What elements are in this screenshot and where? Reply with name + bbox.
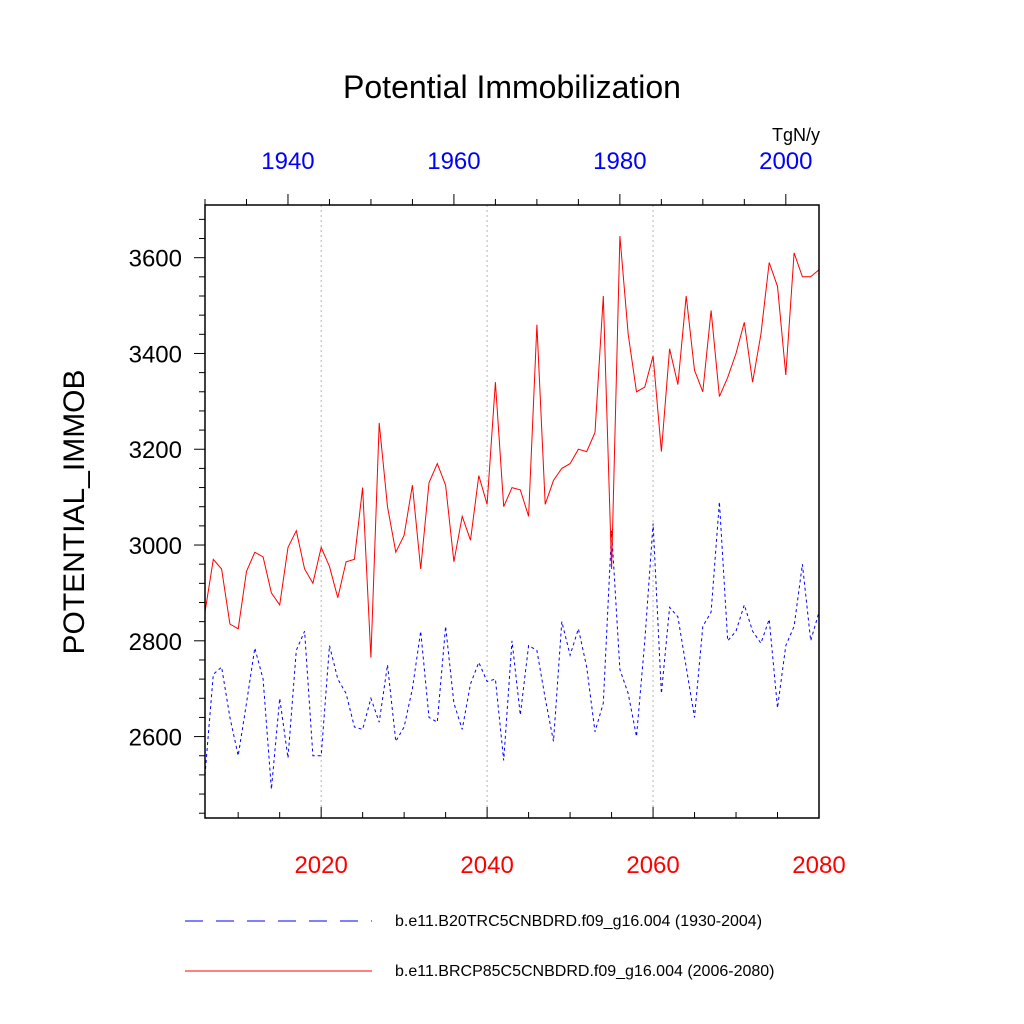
x-top-tick-label-1940: 1940 [261, 148, 314, 175]
x-top-tick-label-1960: 1960 [427, 148, 480, 175]
x-top-tick-label-1980: 1980 [593, 148, 646, 175]
units-label: TgN/y [772, 125, 820, 145]
legend-label-historical: b.e11.B20TRC5CNBDRD.f09_g16.004 (1930-20… [395, 913, 762, 930]
y-tick-label-3400: 3400 [129, 341, 182, 368]
y-tick-label-2800: 2800 [129, 629, 182, 656]
x-top-tick-label-2000: 2000 [759, 148, 812, 175]
x-bottom-tick-label-2060: 2060 [626, 852, 679, 879]
x-bottom-tick-label-2020: 2020 [294, 852, 347, 879]
series-line-1 [204, 236, 820, 658]
x-bottom-tick-label-2040: 2040 [460, 852, 513, 879]
y-tick-label-2600: 2600 [129, 725, 182, 752]
y-tick-label-3000: 3000 [129, 533, 182, 560]
x-bottom-tick-label-2080: 2080 [792, 852, 845, 879]
y-axis-label: POTENTIAL_IMMOB [58, 369, 91, 654]
plot-frame [204, 204, 820, 819]
series-line-0 [204, 501, 820, 790]
series-lines [204, 236, 820, 790]
axis-ticks: 2600 2800 3000 3200 3400 3600 2020 2040 2060 2080… [129, 148, 846, 879]
y-tick-label-3200: 3200 [129, 437, 182, 464]
grid-lines [320, 205, 654, 818]
legend-label-rcp85: b.e11.BRCP85C5CNBDRD.f09_g16.004 (2006-2… [395, 963, 774, 980]
y-tick-label-3600: 3600 [129, 246, 182, 273]
legend: b.e11.B20TRC5CNBDRD.f09_g16.004 (1930-20… [185, 913, 774, 980]
chart-title: Potential Immobilization [343, 69, 681, 105]
